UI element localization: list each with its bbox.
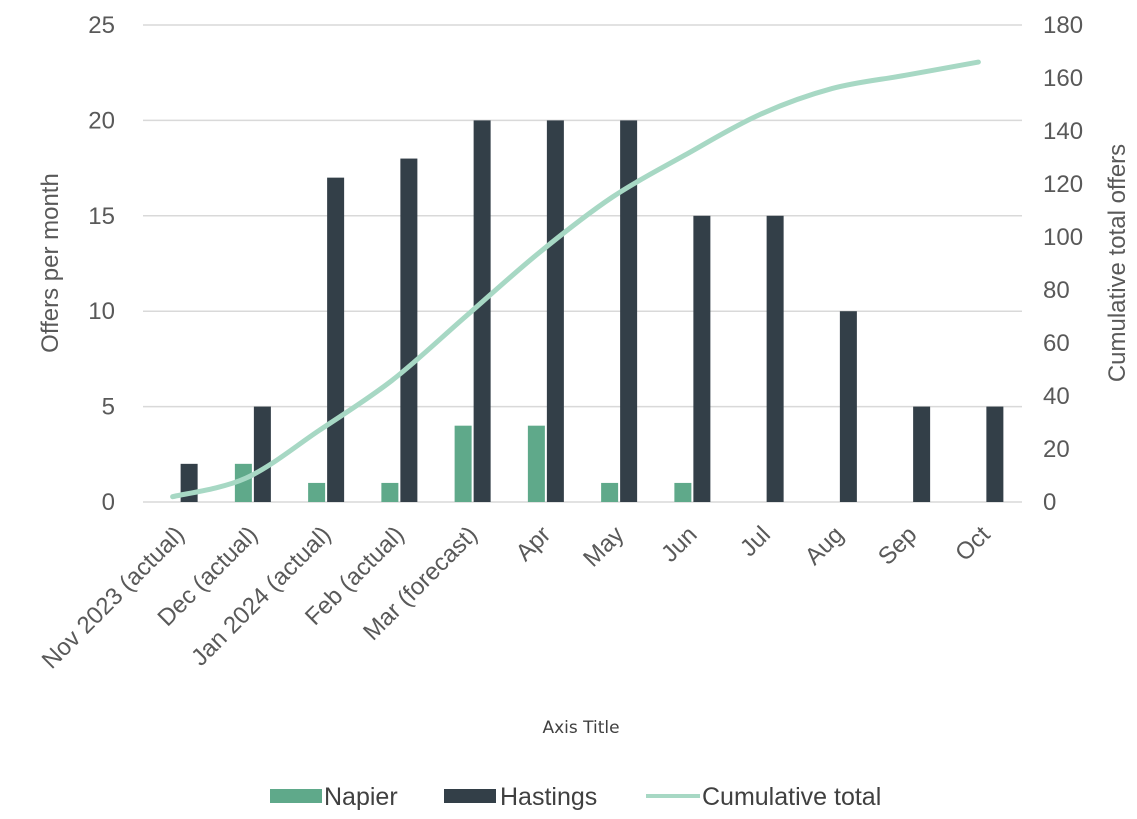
right-tick-label: 20	[1043, 436, 1070, 463]
x-tick-label: Sep	[873, 521, 922, 570]
x-tick-label: Apr	[511, 521, 557, 567]
x-tick-label: May	[578, 521, 629, 572]
gridlines	[143, 24, 1022, 503]
bar-hastings	[693, 215, 711, 503]
bar-napier	[308, 482, 326, 502]
bar-hastings	[253, 406, 271, 502]
bar-hastings	[766, 215, 784, 503]
bar-napier	[234, 463, 252, 502]
bar-hastings	[400, 158, 418, 502]
bar-hastings	[839, 311, 857, 502]
left-tick-label: 20	[88, 107, 115, 134]
left-tick-label: 0	[102, 489, 115, 516]
right-tick-label: 40	[1043, 383, 1070, 410]
legend-swatch-hastings	[444, 789, 496, 803]
x-axis-title: Axis Title	[542, 718, 619, 738]
x-axis-ticks: Nov 2023 (actual)Dec (actual)Jan 2024 (a…	[37, 521, 996, 674]
x-tick-label: Aug	[800, 521, 849, 570]
bar-hastings	[546, 120, 564, 503]
right-axis-ticks: 0 20 40 60 80 100 120 140 160 180	[1043, 12, 1083, 516]
bar-hastings	[327, 177, 345, 502]
bar-napier	[601, 482, 619, 502]
right-tick-label: 80	[1043, 277, 1070, 304]
x-tick-label: Jul	[735, 521, 776, 562]
bar-napier	[674, 482, 692, 502]
right-axis-title: Cumulative total offers	[1104, 144, 1131, 382]
legend-swatch-napier	[270, 789, 322, 803]
legend-label-cumulative: Cumulative total	[702, 783, 881, 811]
cumulative-total-line	[170, 59, 981, 500]
right-tick-label: 120	[1043, 171, 1083, 198]
bar-napier	[527, 425, 545, 502]
left-tick-label: 10	[88, 298, 115, 325]
bar-hastings	[913, 406, 931, 502]
left-axis-title: Offers per month	[37, 173, 64, 353]
right-tick-label: 60	[1043, 330, 1070, 357]
legend-label-hastings: Hastings	[500, 783, 597, 811]
left-tick-label: 15	[88, 203, 115, 230]
right-tick-label: 0	[1043, 489, 1056, 516]
x-tick-label: Jun	[656, 521, 702, 567]
x-tick-label: Jan 2024 (actual)	[186, 521, 336, 671]
legend-label-napier: Napier	[324, 783, 398, 811]
right-tick-label: 140	[1043, 118, 1083, 145]
bar-napier	[381, 482, 399, 502]
legend: Napier Hastings Cumulative total	[270, 783, 881, 811]
bar-hastings	[986, 406, 1004, 502]
right-tick-label: 180	[1043, 12, 1083, 39]
left-axis-ticks: 0 5 10 15 20 25	[88, 12, 115, 516]
bar-hastings	[620, 120, 638, 503]
bar-napier	[454, 425, 472, 502]
bar-hastings	[473, 120, 491, 503]
left-tick-label: 25	[88, 12, 115, 39]
right-tick-label: 160	[1043, 65, 1083, 92]
right-tick-label: 100	[1043, 224, 1083, 251]
cumulative-line-layer	[170, 59, 981, 500]
left-tick-label: 5	[102, 394, 115, 421]
x-tick-label: Oct	[950, 521, 996, 567]
